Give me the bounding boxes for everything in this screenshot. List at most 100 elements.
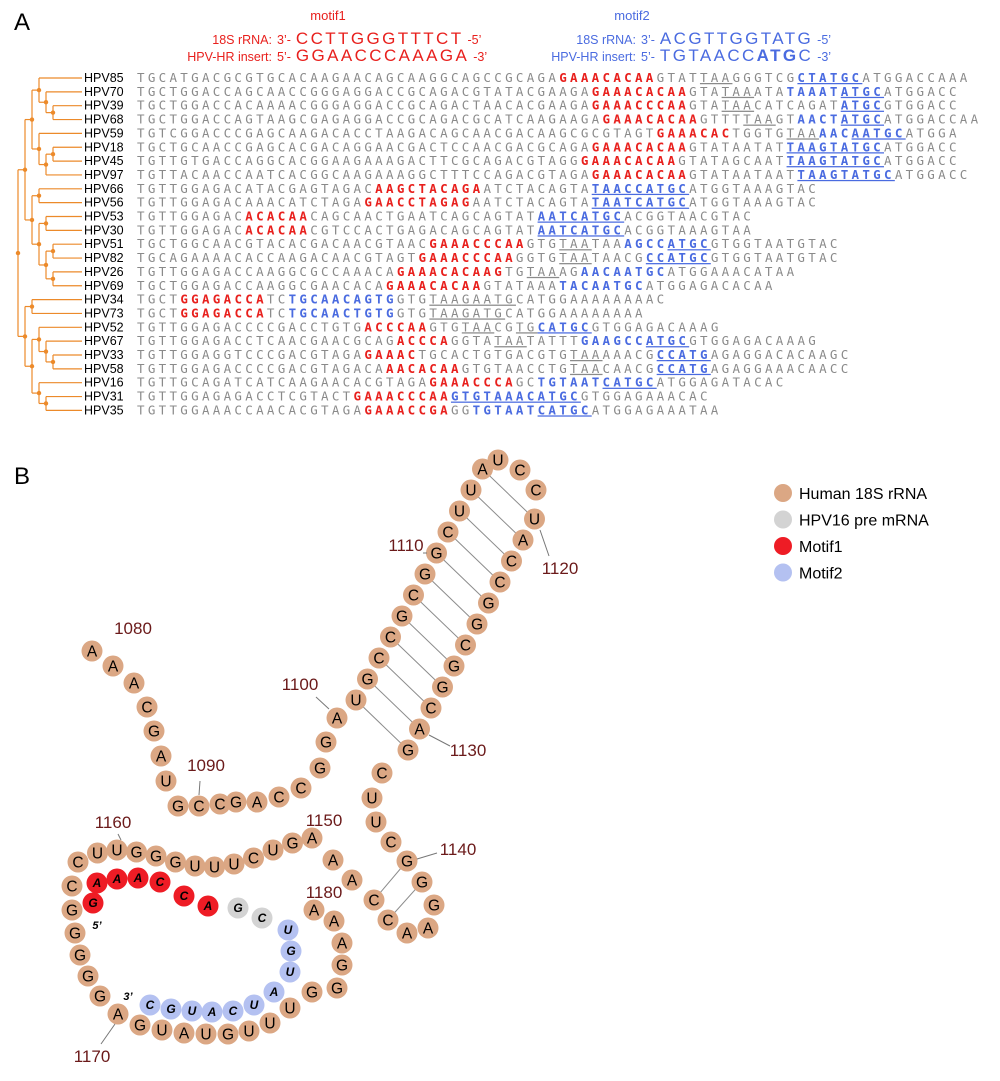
legend-swatch — [774, 563, 792, 582]
motif-row-label: HPV-HR insert: — [187, 50, 272, 64]
strain-name: HPV52 — [84, 320, 124, 334]
strain-name: HPV97 — [84, 168, 124, 182]
base-pair — [470, 489, 524, 541]
nucleotide — [525, 479, 547, 501]
sequence-segment: AGAGGACACAAGC — [711, 347, 852, 362]
nucleotide — [86, 872, 108, 894]
sequence-end: -3’ — [817, 50, 831, 64]
position-number: 1120 — [542, 559, 579, 578]
nucleotide — [455, 634, 476, 656]
nucleotide — [315, 731, 337, 753]
nucleotide-base: G — [306, 985, 318, 1002]
nucleotide-base: U — [465, 483, 476, 500]
nucleotide-base: C — [385, 835, 396, 852]
nucleotide — [195, 1023, 217, 1045]
nucleotide — [82, 892, 104, 914]
nucleotide-base: U — [250, 998, 259, 1012]
nucleotide-base: C — [214, 797, 225, 814]
sequence-segment: ACGGTAAAGTAA — [624, 222, 754, 237]
nucleotide-base: G — [361, 672, 373, 689]
sequence-segment: GTTT — [700, 112, 743, 127]
sequence-segment: TAA — [743, 112, 775, 127]
sequence: TGTTGGAGAGACCTCGTACTGAAACCCAAGTGTAAACATG… — [137, 389, 711, 404]
nucleotide — [326, 707, 348, 729]
nucleotide-base: C — [514, 463, 525, 480]
nucleotide-base: U — [264, 1016, 275, 1033]
strain-name: HPV59 — [84, 126, 124, 140]
nucleotide-base: G — [286, 836, 298, 853]
nucleotide-base: C — [425, 701, 436, 718]
position-number: 1110 — [388, 536, 423, 555]
sequence-segment: TGCACTGTGACGTG — [418, 347, 570, 362]
sequence-segment: CAGCAACTGAATCAGCAGTAT — [310, 209, 537, 224]
sequence-segment: ATGGACC — [895, 167, 971, 182]
sequence-segment: ACACAA — [245, 209, 310, 224]
sequence-segment: ATGGTAAAGTAC — [689, 181, 819, 196]
nucleotide-base: C — [494, 575, 505, 592]
sequence-segment: TAATCATGC — [592, 195, 689, 210]
nucleotide — [223, 853, 245, 875]
legend-label: HPV16 pre mRNA — [799, 513, 929, 530]
nucleotide — [188, 795, 210, 817]
sequence-segment: GTGTAACCTG — [462, 361, 570, 376]
nucleotide-base: U — [454, 504, 465, 521]
sequence-segment: CCATG — [657, 347, 711, 362]
nucleotide-base: G — [416, 875, 428, 892]
nucleotide — [279, 961, 301, 983]
nucleotide — [268, 786, 290, 808]
nucleotide-base: G — [134, 1018, 146, 1035]
nucleotide — [155, 770, 177, 792]
nucleotide — [238, 1020, 260, 1042]
nucleotide — [420, 697, 442, 719]
strain-name: HPV58 — [84, 362, 124, 376]
sequence-segment: TGCTGGAGACCAAGGCGAACACA — [137, 278, 386, 293]
position-number: 1140 — [440, 840, 477, 859]
sequence-segment: GAAACACAA — [559, 70, 656, 85]
nucleotide-base: A — [518, 533, 529, 550]
nucleotide — [403, 584, 424, 606]
sequence-segment: TGTTGGAGAC — [137, 222, 245, 237]
sequence: TGTTGGAGACACACAACAGCAACTGAATCAGCAGTATAAT… — [137, 209, 754, 224]
sequence-segment: GTA — [689, 84, 721, 99]
nucleotide — [326, 977, 348, 999]
nucleotide — [204, 856, 225, 878]
sequence-segment: GAAAC — [364, 347, 418, 362]
nucleotide — [423, 894, 445, 916]
nucleotide — [143, 720, 165, 742]
nucleotide-base: G — [222, 1027, 234, 1044]
nucleotide-base: G — [336, 958, 348, 975]
nucleotide-base: C — [385, 630, 396, 647]
nucleotide-base: C — [408, 588, 419, 605]
motif-bases: ACGTTGGTATG — [660, 29, 813, 48]
nucleotide — [524, 508, 545, 530]
nucleotide-base: G — [74, 948, 86, 965]
sequence-segment: AATCATGC — [538, 222, 625, 237]
nucleotide-base: G — [94, 989, 106, 1006]
nucleotide-base: A — [203, 899, 213, 913]
sequence: TGTTGGAGACATACGAGTAGACAAGCTACAGAATCTACAG… — [137, 181, 819, 196]
nucleotide — [323, 910, 345, 932]
sequence-segment: GTATAAA — [483, 278, 559, 293]
sequence-segment: ATGC — [841, 98, 884, 113]
sequence-segment: TAA — [722, 98, 754, 113]
nucleotide — [409, 718, 430, 740]
sequence-segment: CATGC — [538, 402, 592, 417]
legend-swatch — [774, 484, 792, 502]
nucleotide — [209, 793, 231, 815]
sequence: TGCTGGAGACCAAGGCGAACACAGAAACACAAGTATAAAT… — [137, 278, 776, 293]
nucleotide — [279, 997, 301, 1019]
motif-sequence: 5’- GGAACCCAAAGA -3’ — [277, 46, 487, 65]
sequence-segment: TGTTGGAGACCAAGGCGCCAAACA — [137, 264, 397, 279]
sequence-segment: GTA — [689, 98, 721, 113]
sequence-segment: CGTCCACTGAGACAGCAGTAT — [310, 222, 537, 237]
nucleotide-base: A — [108, 659, 119, 676]
sequence-end: 3’- — [641, 33, 655, 47]
strand-end: 3’ — [123, 991, 133, 1003]
strain-name: HPV67 — [84, 334, 124, 348]
nucleotide-base: A — [402, 926, 413, 943]
strain-name: HPV85 — [84, 71, 124, 85]
nucleotide — [139, 994, 161, 1016]
sequence-segment: GAAACCGA — [364, 402, 451, 417]
nucleotide-base: U — [366, 791, 377, 808]
sequence-segment: CCATGC — [646, 250, 711, 265]
